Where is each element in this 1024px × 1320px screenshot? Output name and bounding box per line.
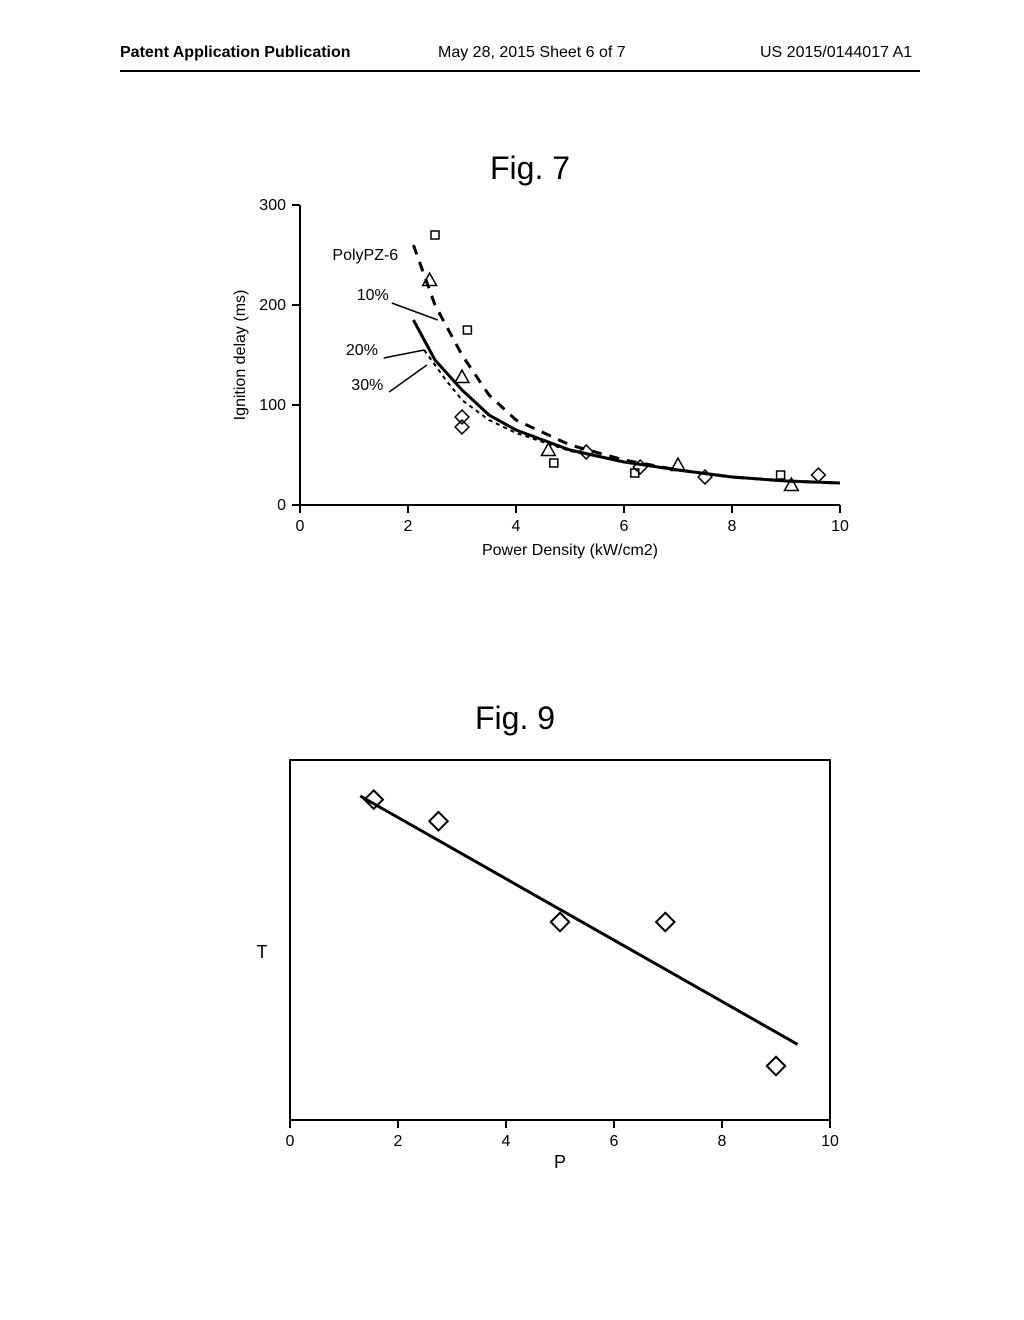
svg-text:0: 0 [296, 518, 305, 535]
fig7-annotation: 30% [351, 377, 383, 394]
svg-text:10: 10 [831, 518, 849, 535]
fig9-title: Fig. 9 [475, 700, 555, 737]
fig9-xlabel: P [554, 1152, 566, 1172]
svg-text:0: 0 [286, 1133, 295, 1150]
header-left: Patent Application Publication [120, 44, 351, 62]
fig9-chart: 0 2 4 6 8 10 P T [240, 750, 842, 1180]
fig7-chart: 02468100100200300Power Density (kW/cm2)I… [230, 197, 852, 565]
svg-text:200: 200 [259, 297, 286, 314]
series-square [431, 231, 785, 479]
fig7-xlabel: Power Density (kW/cm2) [482, 542, 658, 559]
fig9-ylabel: T [257, 942, 268, 962]
10pct-curve [413, 245, 840, 483]
svg-text:8: 8 [728, 518, 737, 535]
header-rule [120, 70, 920, 72]
svg-text:2: 2 [394, 1133, 403, 1150]
fig7-title: Fig. 7 [490, 150, 570, 187]
fig7-ylabel: Ignition delay (ms) [232, 290, 249, 421]
svg-text:2: 2 [404, 518, 413, 535]
svg-text:6: 6 [610, 1133, 619, 1150]
svg-text:0: 0 [277, 497, 286, 514]
fig7-annotation: 20% [346, 342, 378, 359]
header-mid: May 28, 2015 Sheet 6 of 7 [438, 44, 626, 62]
svg-text:6: 6 [620, 518, 629, 535]
svg-text:10: 10 [821, 1133, 839, 1150]
series-diamond [455, 410, 825, 484]
20pct-curve [413, 320, 840, 483]
svg-text:100: 100 [259, 397, 286, 414]
fig7-annotation: PolyPZ-6 [332, 247, 398, 264]
svg-text:4: 4 [512, 518, 521, 535]
fig9-fit-line [360, 796, 797, 1044]
svg-text:4: 4 [502, 1133, 511, 1150]
fig7-annotation: 10% [357, 287, 389, 304]
header-right: US 2015/0144017 A1 [760, 44, 912, 62]
svg-text:8: 8 [718, 1133, 727, 1150]
svg-text:300: 300 [259, 197, 286, 214]
